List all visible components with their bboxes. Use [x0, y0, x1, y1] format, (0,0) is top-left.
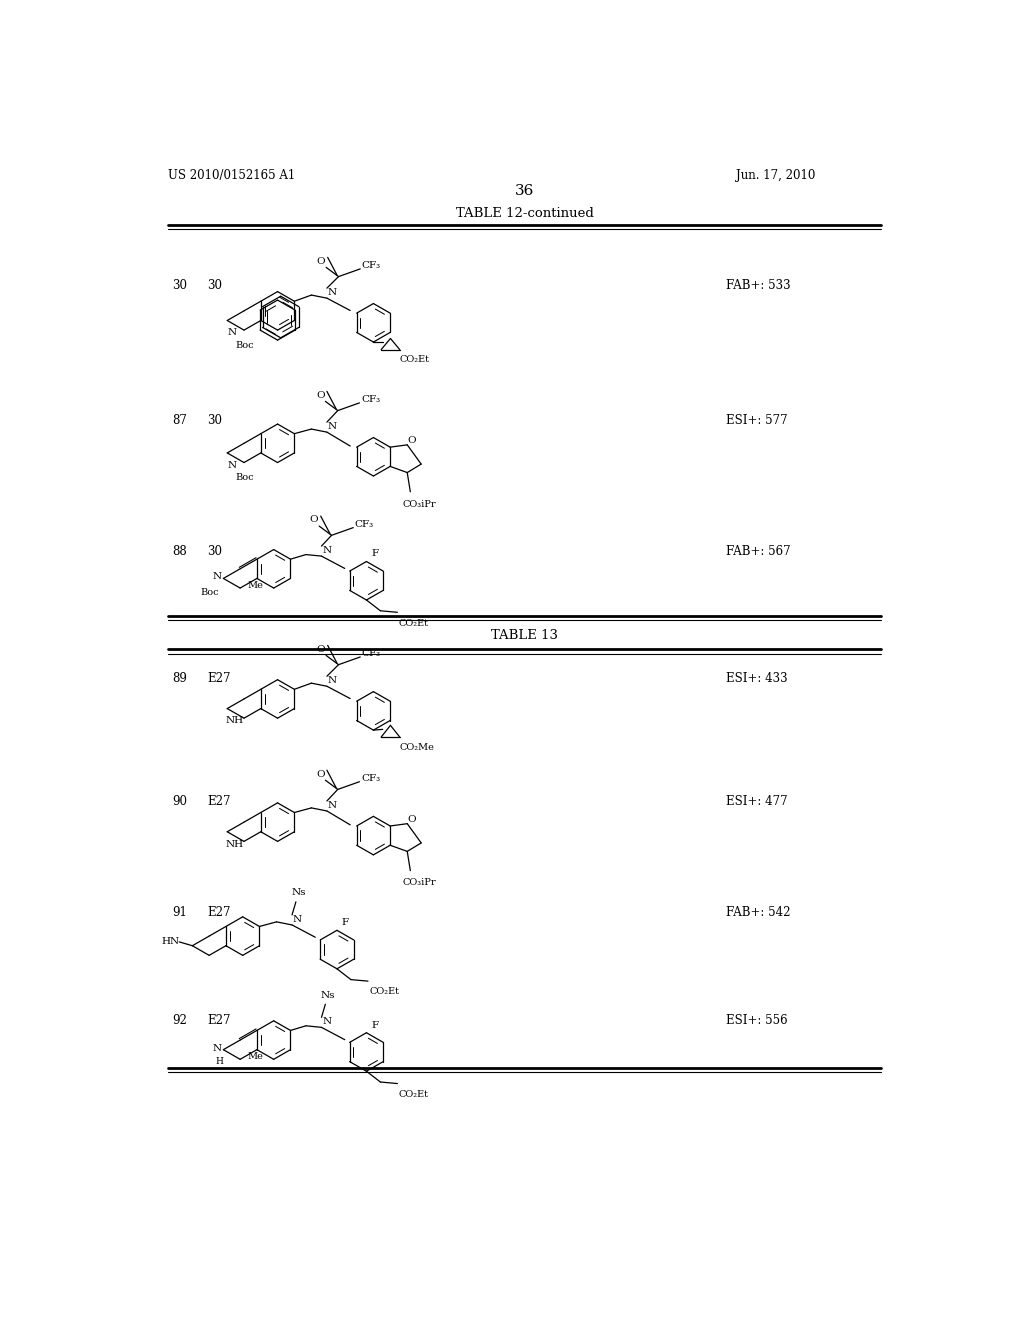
Text: CF₃: CF₃: [361, 395, 380, 404]
Text: TABLE 13: TABLE 13: [492, 628, 558, 642]
Text: N: N: [227, 329, 237, 338]
Text: 91: 91: [172, 907, 187, 920]
Text: FAB+: 533: FAB+: 533: [726, 279, 791, 292]
Text: CO₃iPr: CO₃iPr: [402, 500, 436, 508]
Text: 30: 30: [207, 413, 222, 426]
Text: O: O: [316, 391, 325, 400]
Text: N: N: [323, 546, 332, 556]
Text: N: N: [328, 676, 337, 685]
Text: NH: NH: [225, 840, 244, 849]
Text: O: O: [408, 814, 416, 824]
Text: F: F: [371, 1020, 378, 1030]
Text: 88: 88: [172, 545, 187, 557]
Text: N: N: [328, 422, 337, 432]
Text: N: N: [328, 288, 337, 297]
Text: 89: 89: [172, 672, 187, 685]
Text: Ns: Ns: [291, 888, 306, 898]
Text: N: N: [227, 461, 237, 470]
Text: CF₃: CF₃: [361, 774, 380, 783]
Text: FAB+: 567: FAB+: 567: [726, 545, 791, 557]
Text: E27: E27: [207, 672, 230, 685]
Text: CF₃: CF₃: [361, 649, 381, 659]
Text: E27: E27: [207, 907, 230, 920]
Text: O: O: [408, 436, 416, 445]
Text: US 2010/0152165 A1: US 2010/0152165 A1: [168, 169, 296, 182]
Text: HN: HN: [162, 937, 179, 946]
Text: 30: 30: [207, 545, 222, 557]
Text: 92: 92: [172, 1014, 187, 1027]
Text: ESI+: 556: ESI+: 556: [726, 1014, 787, 1027]
Text: Me: Me: [248, 1052, 264, 1061]
Text: 30: 30: [172, 279, 187, 292]
Text: CF₃: CF₃: [354, 520, 374, 529]
Text: Me: Me: [248, 581, 264, 590]
Text: 90: 90: [172, 795, 187, 808]
Text: F: F: [371, 549, 378, 558]
Text: F: F: [342, 919, 349, 927]
Text: NH: NH: [225, 717, 244, 726]
Text: CO₃iPr: CO₃iPr: [402, 879, 436, 887]
Text: CO₂Et: CO₂Et: [399, 355, 430, 364]
Text: N: N: [328, 801, 337, 810]
Text: E27: E27: [207, 795, 230, 808]
Text: 30: 30: [207, 279, 222, 292]
Text: O: O: [316, 644, 326, 653]
Text: ESI+: 477: ESI+: 477: [726, 795, 787, 808]
Text: N: N: [213, 573, 221, 581]
Text: N: N: [293, 915, 302, 924]
Text: ESI+: 433: ESI+: 433: [726, 672, 787, 685]
Text: 36: 36: [515, 183, 535, 198]
Text: O: O: [316, 770, 325, 779]
Text: ESI+: 577: ESI+: 577: [726, 413, 787, 426]
Text: H: H: [216, 1057, 223, 1065]
Text: O: O: [310, 515, 318, 524]
Text: TABLE 12-continued: TABLE 12-continued: [456, 207, 594, 220]
Text: N: N: [213, 1044, 221, 1052]
Text: CO₂Et: CO₂Et: [370, 987, 399, 997]
Text: Boc: Boc: [234, 473, 254, 482]
Text: E27: E27: [207, 1014, 230, 1027]
Text: CO₂Et: CO₂Et: [399, 619, 429, 627]
Text: Ns: Ns: [321, 990, 335, 999]
Text: FAB+: 542: FAB+: 542: [726, 907, 791, 920]
Text: 87: 87: [172, 413, 187, 426]
Text: CO₂Me: CO₂Me: [399, 743, 434, 751]
Text: Boc: Boc: [200, 587, 219, 597]
Text: CF₃: CF₃: [361, 261, 381, 271]
Text: CO₂Et: CO₂Et: [399, 1090, 429, 1098]
Text: N: N: [323, 1018, 332, 1027]
Text: O: O: [316, 256, 326, 265]
Text: Jun. 17, 2010: Jun. 17, 2010: [736, 169, 816, 182]
Text: Boc: Boc: [234, 341, 254, 350]
